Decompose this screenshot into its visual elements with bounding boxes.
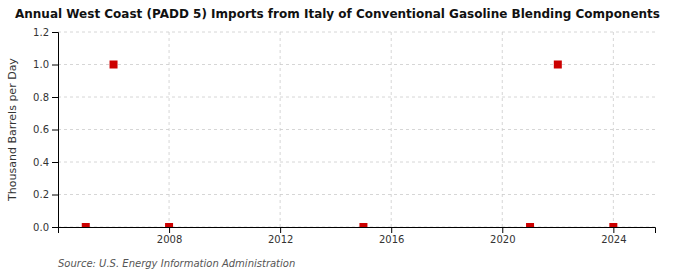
x-tick-mark (280, 227, 281, 233)
x-grid-line (613, 32, 614, 227)
x-tick-label: 2008 (157, 234, 182, 245)
y-axis-label: Thousand Barrels per Day (6, 58, 19, 202)
x-tick: 2012 (268, 227, 293, 245)
y-tick: 0.8 (33, 92, 58, 103)
y-grid-line (58, 162, 655, 163)
y-grid-line (58, 97, 655, 98)
y-tick: 0.4 (33, 157, 58, 168)
x-grid-line (169, 32, 170, 227)
x-tick-mark (169, 227, 170, 233)
point (82, 223, 90, 227)
y-tick-mark (52, 227, 58, 228)
y-tick-label: 0.6 (33, 124, 49, 135)
y-tick-mark (52, 32, 58, 33)
y-tick-label: 0.8 (33, 92, 49, 103)
x-tick-label: 2020 (490, 234, 515, 245)
y-tick-mark (52, 65, 58, 66)
x-grid-line (391, 32, 392, 227)
point (110, 61, 118, 69)
x-tick-label: 2024 (601, 234, 626, 245)
y-tick-label: 1.0 (33, 59, 49, 70)
y-tick: 0.0 (33, 222, 58, 233)
y-grid-line (58, 194, 655, 195)
point (554, 61, 562, 69)
chart: 2008 2012 2016 2020 2024 0.0 0.2 0.4 0.6 0.8 1.0 1.… (0, 0, 675, 275)
y-axis-line (52, 33, 59, 228)
y-tick-label: 0.0 (33, 222, 49, 233)
title: Annual West Coast (PADD 5) Imports from … (15, 7, 660, 21)
x-tick: 2024 (601, 227, 626, 245)
grid (58, 32, 655, 227)
y-tick-mark (52, 130, 58, 131)
x-tick-label: 2016 (379, 234, 404, 245)
y-grid-line (58, 32, 655, 33)
x-axis: 2008 2012 2016 2020 2024 (59, 227, 656, 245)
x-tick-label: 2012 (268, 234, 293, 245)
x-grid-line (502, 32, 503, 227)
point (359, 223, 367, 227)
y-tick-mark (52, 162, 58, 163)
y-tick: 1.0 (33, 59, 58, 70)
y-axis: 0.0 0.2 0.4 0.6 0.8 1.0 1.2 (33, 27, 58, 233)
x-tick-mark (502, 227, 503, 233)
x-grid-line (280, 32, 281, 227)
y-tick: 0.6 (33, 124, 58, 135)
y-tick: 0.2 (33, 189, 58, 200)
y-tick-mark (52, 195, 58, 196)
plot-area: 2008 2012 2016 2020 2024 0.0 0.2 0.4 0.6 0.8 1.0 1.… (33, 27, 655, 245)
x-tick: 2008 (157, 227, 182, 245)
x-tick: 2016 (379, 227, 404, 245)
y-tick-label: 0.4 (33, 157, 49, 168)
x-tick-mark (391, 227, 392, 233)
source: Source: U.S. Energy Information Administ… (58, 258, 295, 269)
y-grid-line (58, 64, 655, 65)
y-tick: 1.2 (33, 27, 58, 38)
x-tick-mark (613, 227, 614, 233)
y-tick-label: 1.2 (33, 27, 49, 38)
point (609, 223, 617, 227)
y-grid-line (58, 129, 655, 130)
x-axis-line (59, 228, 656, 234)
marks (82, 61, 618, 228)
y-tick-label: 0.2 (33, 189, 49, 200)
point (526, 223, 534, 227)
x-tick: 2020 (490, 227, 515, 245)
y-tick-mark (52, 97, 58, 98)
point (165, 223, 173, 227)
